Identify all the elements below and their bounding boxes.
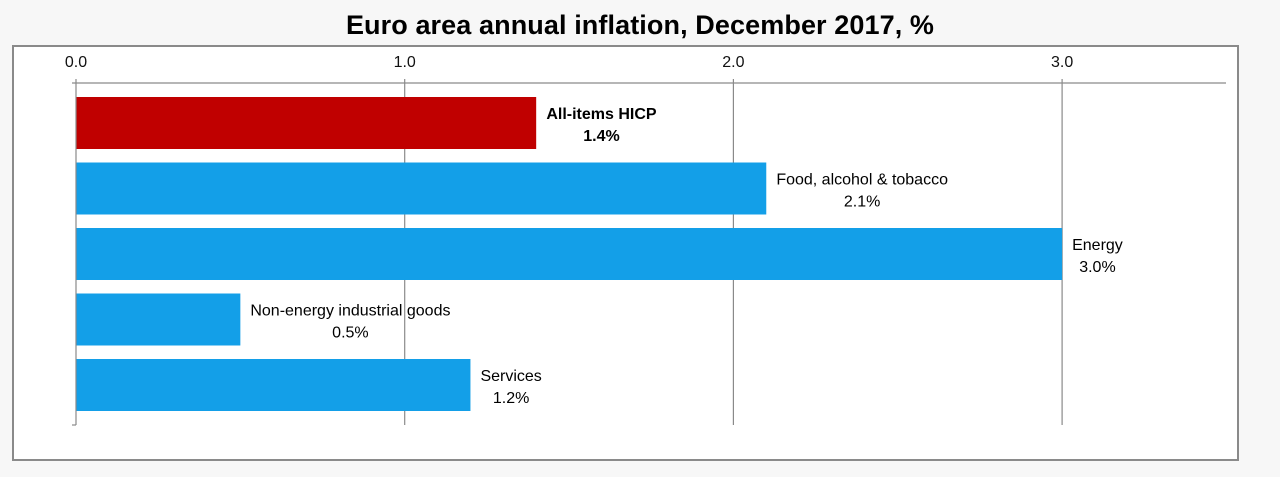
bar-category-label-all-items-hicp: All-items HICP: [546, 106, 657, 123]
bar-food-alcohol-tobacco: [76, 162, 767, 215]
chart-title: Euro area annual inflation, December 201…: [345, 10, 935, 40]
bar-category-label-energy: Energy: [1072, 237, 1123, 254]
bar-value-label-services: 1.2%: [493, 390, 529, 407]
bar-category-label-food-alcohol-tobacco: Food, alcohol & tobacco: [776, 172, 948, 189]
bar-services: [76, 359, 471, 411]
bar-labels: All-items HICP 1.4% Food, alcohol & tobacc…: [250, 106, 1122, 407]
bar-category-label-non-energy-industrial-goods: Non-energy industrial goods: [250, 303, 450, 320]
tick-label-1.0: 1.0: [394, 54, 416, 71]
bar-all-items-hicp: [76, 97, 537, 149]
bar-value-label-non-energy-industrial-goods: 0.5%: [332, 325, 368, 342]
tick-label-0.0: 0.0: [65, 54, 87, 71]
bar-value-label-food-alcohol-tobacco: 2.1%: [844, 194, 880, 211]
bar-category-label-services: Services: [480, 368, 541, 385]
tick-label-2.0: 2.0: [722, 54, 744, 71]
bar-non-energy-industrial-goods: [76, 293, 241, 346]
bars: [76, 97, 1063, 411]
bar-value-label-energy: 3.0%: [1079, 259, 1115, 276]
tick-label-3.0: 3.0: [1051, 54, 1073, 71]
bar-energy: [76, 228, 1063, 280]
x-axis: 0.0 1.0 2.0 3.0: [65, 54, 1226, 426]
bar-value-label-all-items-hicp: 1.4%: [583, 128, 619, 145]
